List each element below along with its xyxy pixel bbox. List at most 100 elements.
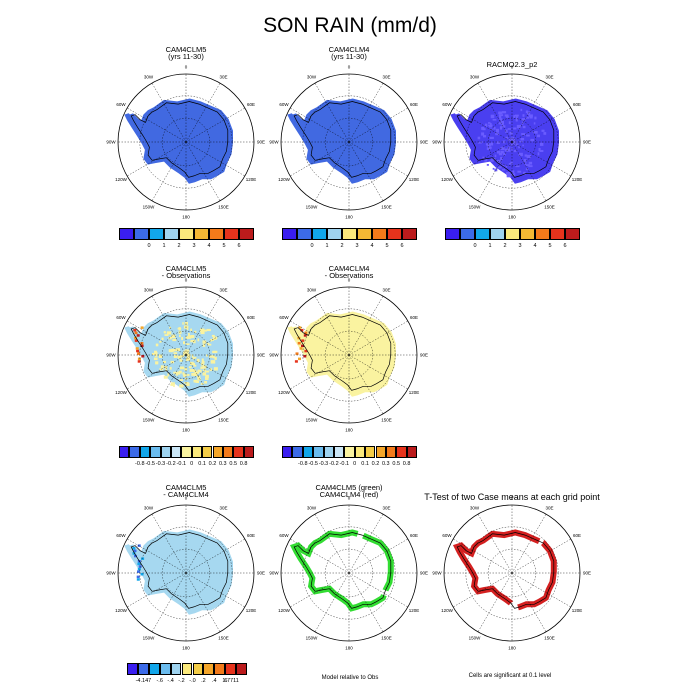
field-cell: [506, 173, 511, 177]
field-cell: [532, 131, 537, 134]
meridian-line: [511, 572, 547, 632]
field-cell: [482, 156, 485, 159]
legend-swatch: [282, 228, 297, 240]
field-cell: [163, 360, 166, 364]
field-cell: [190, 335, 195, 339]
longitude-label: 120W: [441, 608, 454, 613]
longitude-label: 30E: [382, 75, 390, 80]
field-cell: [134, 331, 138, 335]
legend-label: 6: [400, 243, 404, 249]
field-cell: [185, 336, 190, 339]
field-cell: [161, 337, 164, 341]
field-cell: [299, 347, 303, 350]
legend-label: -4.147: [135, 678, 152, 684]
field-cell: [529, 116, 533, 119]
field-cell: [511, 138, 516, 142]
longitude-label: 90W: [106, 571, 116, 576]
field-cell: [214, 356, 217, 360]
field-cell: [499, 117, 501, 121]
legend-label: 0.2: [371, 461, 380, 467]
longitude-label: 120E: [246, 390, 257, 395]
panel-title-line: CAM4CLM4: [328, 264, 370, 273]
field-cell: [192, 356, 195, 360]
panel-title-p7: CAM4CLM5 (green) CAM4CLM4 (red): [279, 484, 419, 499]
field-cell: [202, 329, 207, 332]
meridian-line: [185, 354, 221, 414]
field-cell: [518, 152, 523, 157]
legend-swatch: [297, 228, 312, 240]
longitude-label: 180: [345, 428, 353, 433]
field-cell: [503, 153, 506, 156]
field-cell: [528, 114, 533, 118]
longitude-label: 30E: [219, 288, 227, 293]
field-cell: [515, 116, 518, 120]
field-cell: [202, 341, 205, 344]
field-cell: [491, 158, 494, 162]
field-cell: [152, 352, 155, 355]
field-cell: [179, 359, 183, 362]
meridian-line: [314, 354, 350, 414]
longitude-label: 120E: [572, 608, 583, 613]
field-cell: [137, 352, 141, 355]
longitude-label: 180: [182, 215, 190, 220]
legend-swatch: [333, 446, 345, 458]
field-cell: [513, 127, 517, 130]
meridian-line: [290, 538, 350, 574]
legend-swatch: [357, 228, 372, 240]
field-cell: [201, 358, 204, 362]
meridian-line: [477, 572, 513, 632]
longitude-label: 120W: [115, 390, 128, 395]
legend-swatch: [313, 446, 324, 458]
field-cell: [498, 152, 503, 156]
longitude-label: 90E: [420, 353, 428, 358]
field-cell: [525, 116, 530, 119]
panel-title-p5: CAM4CLM4- Observations: [279, 264, 419, 280]
meridian-line: [314, 141, 350, 201]
legend-label: 0.3: [381, 461, 390, 467]
legend-swatch: [179, 228, 194, 240]
legend-swatch: [209, 228, 224, 240]
meridian-line: [348, 538, 408, 574]
longitude-label: 120E: [409, 608, 420, 613]
longitude-label: 150W: [306, 418, 319, 423]
field-cell: [477, 142, 482, 144]
field-cell: [510, 136, 515, 140]
longitude-label: 30W: [470, 75, 480, 80]
field-cell: [509, 173, 514, 177]
longitude-label: 30W: [144, 75, 154, 80]
longitude-label: 60E: [247, 102, 255, 107]
meridian-line: [151, 354, 187, 414]
longitude-label: 60E: [247, 315, 255, 320]
legend-label: 6: [237, 243, 241, 249]
field-cell: [187, 374, 190, 377]
latitude-line: [162, 331, 210, 379]
field-cell: [537, 152, 540, 156]
longitude-label: 90W: [106, 140, 116, 145]
panel-title-line: RACMO2.3_p2: [486, 60, 538, 69]
legend-label: .6: [222, 678, 228, 684]
longitude-label: 60E: [573, 102, 581, 107]
meridian-line: [511, 572, 571, 608]
legend-swatch: [150, 446, 161, 458]
meridian-line: [151, 514, 187, 574]
polar-map-p7: 0 30E 60E 90E 120E 150E 180 150W 120W 90W 60W 30W: [269, 496, 428, 651]
longitude-label: 150E: [218, 205, 229, 210]
field-cell: [155, 343, 159, 347]
field-cell: [165, 368, 168, 371]
legend-label: 0: [190, 461, 194, 467]
field-cell: [528, 161, 533, 165]
meridian-line: [477, 514, 513, 574]
field-cell: [200, 382, 204, 385]
field-cell: [536, 134, 540, 138]
meridian-line: [185, 538, 245, 574]
meridian-line: [185, 514, 221, 574]
legend-swatch: [212, 446, 223, 458]
field-cell: [486, 147, 491, 150]
field-cell: [509, 132, 513, 135]
coastline: [130, 101, 229, 178]
field-cell: [137, 567, 141, 571]
field-cell: [188, 366, 192, 369]
field-cell: [173, 352, 178, 355]
field-cell: [132, 547, 136, 550]
longitude-label: 150E: [218, 636, 229, 641]
